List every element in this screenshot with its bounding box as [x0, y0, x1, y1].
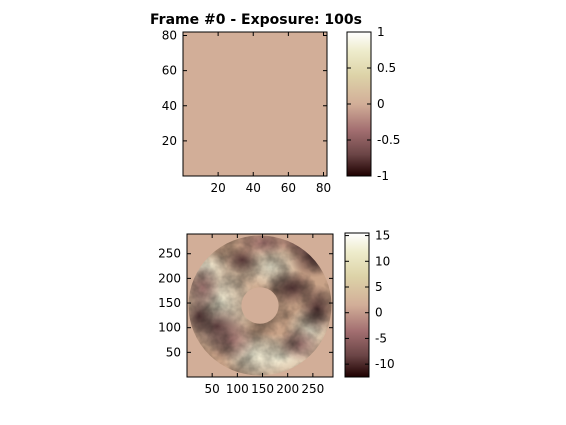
- colorbar-tick-label: -10: [375, 357, 395, 371]
- y-tick-label: 80: [162, 29, 177, 43]
- colorbar-tick-label: 0: [375, 306, 383, 320]
- y-tick-label: 60: [162, 64, 177, 78]
- y-tick-label: 100: [158, 321, 181, 335]
- x-tick-label: 50: [205, 382, 220, 396]
- colorbar-tick-label: 0: [377, 97, 385, 111]
- colorbar-tick-label: 15: [375, 229, 390, 243]
- x-tick-label: 100: [226, 382, 249, 396]
- top-axes-frame: [182, 31, 328, 177]
- y-tick-label: 150: [158, 296, 181, 310]
- x-tick-label: 40: [246, 181, 261, 195]
- colorbar-tick-label: -1: [377, 169, 389, 183]
- y-tick-label: 250: [158, 247, 181, 261]
- colorbar-tick-label: -5: [375, 331, 387, 345]
- colorbar-tick-label: -0.5: [377, 133, 400, 147]
- bottom-colorbar-frame: [344, 232, 370, 378]
- chart-title: Frame #0 - Exposure: 100s: [150, 12, 362, 28]
- y-tick-label: 200: [158, 271, 181, 285]
- bottom-colorbar-scale: [345, 233, 369, 377]
- colorbar-tick-label: 0.5: [377, 61, 396, 75]
- y-tick-label: 40: [162, 99, 177, 113]
- top-plot: Frame #0 - Exposure: 100s 20 40 60 80 20 40 60…: [150, 12, 362, 195]
- x-tick-label: 250: [301, 382, 324, 396]
- x-tick-label: 60: [281, 181, 296, 195]
- bottom-colorbar: 15 10 5 0 -5 -10: [344, 229, 395, 378]
- x-tick-label: 200: [276, 382, 299, 396]
- bottom-colorbar-ticks: 15 10 5 0 -5 -10: [345, 229, 395, 371]
- colorbar-tick-label: 1: [377, 25, 385, 39]
- colorbar-tick-label: 5: [375, 280, 383, 294]
- top-colorbar-ticks: 1 0.5 0 -0.5 -1: [347, 25, 400, 183]
- colorbar-tick-label: 10: [375, 254, 390, 268]
- top-heatmap-fill: [183, 32, 327, 176]
- top-axis-ticks: 20 40 60 80 20 40 60 80: [162, 29, 331, 195]
- x-tick-label: 80: [316, 181, 331, 195]
- x-tick-label: 150: [251, 382, 274, 396]
- bottom-axes-frame: [186, 233, 334, 378]
- y-tick-label: 20: [162, 134, 177, 148]
- y-tick-label: 50: [166, 345, 181, 359]
- top-colorbar: 1 0.5 0 -0.5 -1: [346, 25, 400, 183]
- x-tick-label: 20: [210, 181, 225, 195]
